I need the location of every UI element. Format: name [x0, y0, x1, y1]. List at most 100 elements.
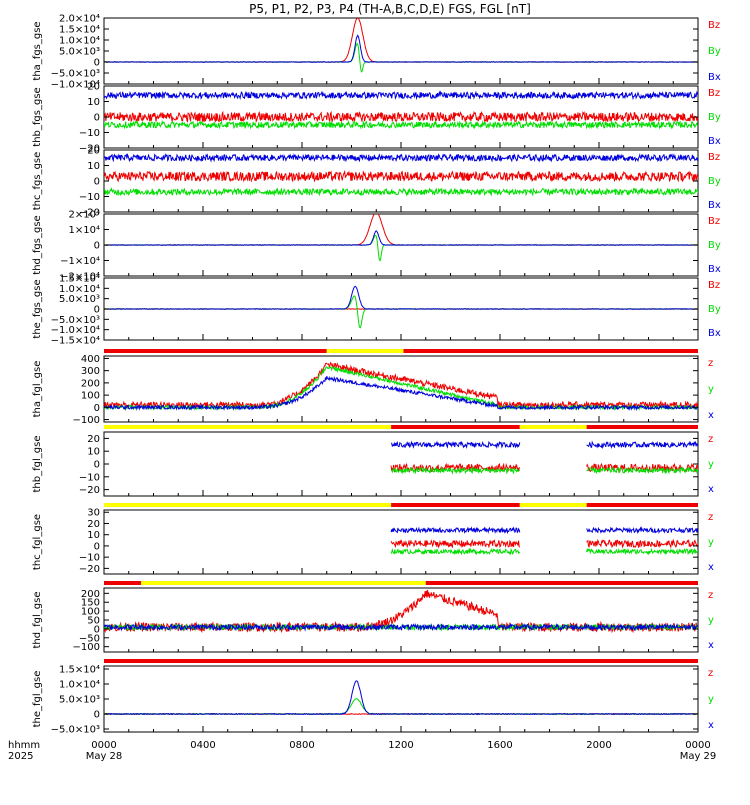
status-bar-segment: [391, 425, 520, 429]
series-line-Bx: [104, 92, 698, 98]
series-group: [391, 442, 698, 473]
y-tick-label: 5.0×10³: [59, 47, 100, 58]
x-tick-label: 1600: [487, 740, 512, 751]
series-line-z: [391, 540, 698, 547]
legend-entry-Bz: Bz: [708, 280, 720, 291]
y-tick-label: 300: [81, 366, 100, 377]
y-tick-label: 1.0×10⁴: [59, 36, 100, 47]
status-bar-segment: [426, 581, 698, 585]
series-line-x: [104, 681, 698, 715]
y-tick-label: −20: [79, 485, 100, 496]
legend-entry-Bx: Bx: [708, 328, 721, 339]
legend: zyx: [708, 668, 714, 731]
legend-entry-By: By: [708, 240, 721, 251]
legend-entry-Bx: Bx: [708, 264, 721, 275]
y-tick-label: 20: [87, 434, 100, 445]
series-line-By: [104, 235, 698, 260]
series-line-Bx: [104, 286, 698, 309]
legend-entry-y: y: [708, 459, 714, 470]
y-tick-label: 10: [87, 97, 100, 108]
x-tick-label: 0000: [685, 740, 710, 751]
y-tick-label: −1×10⁴: [60, 256, 100, 267]
legend-entry-x: x: [708, 410, 714, 421]
legend: Bz By Bx: [708, 152, 721, 211]
series-group: [104, 286, 698, 327]
legend: zyx: [708, 434, 714, 495]
legend-entry-Bx: Bx: [708, 200, 721, 211]
legend-entry-By: By: [708, 112, 721, 123]
y-axis-label: tha_fgs_gse: [32, 21, 43, 80]
series-group: [391, 528, 698, 554]
status-bar-segment: [327, 349, 404, 353]
y-tick-label: 5.0×10³: [59, 695, 100, 706]
y-tick-label: 1.5×10⁴: [59, 25, 100, 36]
legend-entry-y: y: [708, 615, 714, 626]
legend-entry-By: By: [708, 176, 721, 187]
legend-entry-z: z: [708, 590, 713, 601]
legend-entry-Bz: Bz: [708, 152, 720, 163]
y-axis-label: thb_fgl_gse: [32, 436, 43, 493]
y-tick-label: −10: [79, 472, 100, 483]
status-bar-segment: [104, 503, 391, 507]
status-bar-segment: [104, 349, 327, 353]
legend-entry-Bz: Bz: [708, 20, 720, 31]
status-bar-segment: [520, 503, 587, 507]
legend-entry-x: x: [708, 720, 714, 731]
y-tick-label: −10: [79, 553, 100, 564]
y-tick-label: −100: [73, 415, 100, 426]
series-line-Bz: [104, 18, 698, 62]
series-line-y: [104, 699, 698, 715]
y-tick-label: 30: [87, 508, 100, 519]
status-bar-segment: [403, 349, 698, 353]
y-tick-label: 0: [94, 241, 100, 252]
series-line-y: [391, 549, 698, 554]
series-line-By: [104, 296, 698, 328]
chart-title: P5, P1, P2, P3, P4 (TH-A,B,C,D,E) FGS, F…: [249, 2, 531, 16]
panel-frame: [104, 666, 698, 732]
status-bar-segment: [391, 503, 520, 507]
series-group: [104, 18, 698, 72]
y-tick-label: −10: [79, 128, 100, 139]
series-line-By: [104, 189, 698, 195]
x-tick-label: 0800: [289, 740, 314, 751]
y-axis-label: thd_fgs_gse: [32, 215, 43, 274]
legend-entry-x: x: [708, 640, 714, 651]
y-tick-label: 10: [87, 447, 100, 458]
y-tick-label: 100: [81, 391, 100, 402]
legend-entry-Bx: Bx: [708, 72, 721, 83]
legend-entry-y: y: [708, 694, 714, 705]
x-tick-label: 0400: [190, 740, 215, 751]
panel-frame: [104, 356, 698, 422]
y-tick-label: 20: [87, 146, 100, 157]
y-tick-label: 10: [87, 161, 100, 172]
legend-entry-Bz: Bz: [708, 88, 720, 99]
x-tick-date-label: May 28: [86, 751, 123, 762]
y-tick-label: 1×10⁴: [69, 225, 100, 236]
legend: z y x: [708, 590, 714, 651]
time-axis-label-hhmm: hhmm: [8, 740, 40, 751]
y-tick-label: 400: [81, 354, 100, 365]
y-axis-label: thb_fgs_gse: [32, 87, 43, 146]
y-tick-label: 1.0×10⁴: [59, 680, 100, 691]
y-tick-label: 200: [81, 378, 100, 389]
legend-entry-y: y: [708, 384, 714, 395]
legend-entry-Bz: Bz: [708, 216, 720, 227]
series-group: [104, 590, 698, 632]
series-group: [104, 681, 698, 715]
y-tick-label: −5.0×10³: [51, 725, 100, 736]
y-axis-label: thc_fgs_gse: [32, 152, 43, 211]
series-line-z: [104, 363, 698, 408]
legend-entry-Bx: Bx: [708, 136, 721, 147]
series-line-Bx: [104, 231, 698, 245]
y-tick-label: 20: [87, 82, 100, 93]
legend-entry-x: x: [708, 562, 714, 573]
status-bar-segment: [520, 425, 587, 429]
